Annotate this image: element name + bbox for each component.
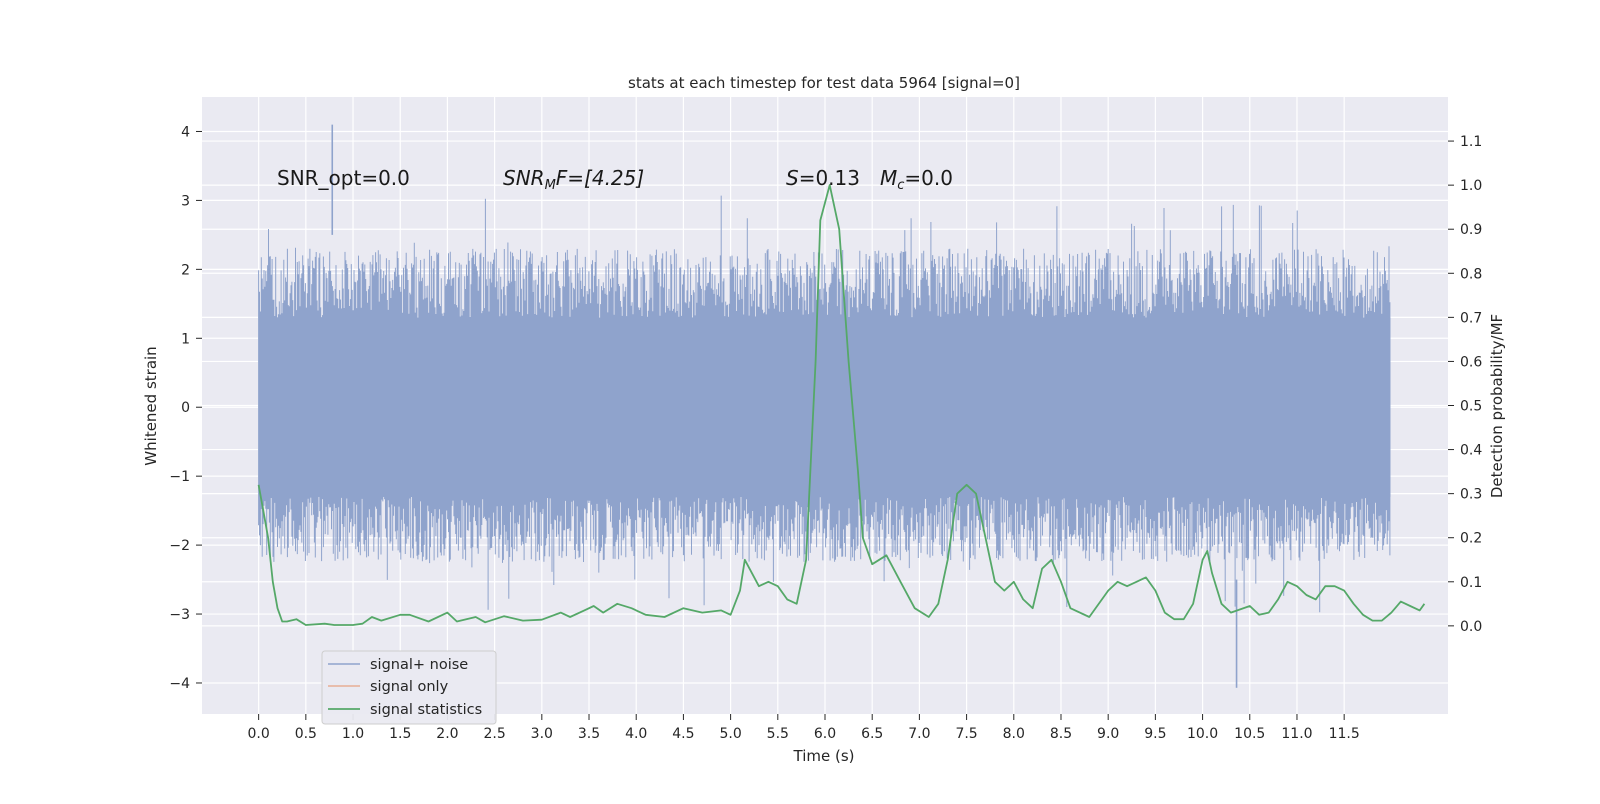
- x-tick-label: 3.5: [578, 726, 600, 742]
- x-tick-label: 9.5: [1144, 726, 1166, 742]
- x-tick-label: 0.5: [295, 726, 317, 742]
- y-tick-label: −2: [169, 538, 190, 554]
- legend-label-statistics: signal statistics: [370, 702, 482, 718]
- x-tick-label: 6.0: [814, 726, 836, 742]
- right-tick-label: 0.3: [1460, 487, 1482, 503]
- x-tick-label: 8.5: [1050, 726, 1072, 742]
- signal-statistics-line: [257, 184, 1426, 626]
- x-tick-label: 1.0: [342, 726, 364, 742]
- x-tick-label: 11.5: [1329, 726, 1360, 742]
- x-tick-label: 0.0: [248, 726, 270, 742]
- x-tick-label: 8.0: [1003, 726, 1025, 742]
- x-tick-label: 10.0: [1187, 726, 1218, 742]
- chart-title: stats at each timestep for test data 596…: [628, 74, 1020, 92]
- x-tick-label: 11.0: [1281, 726, 1312, 742]
- legend: signal+ noise signal only signal statist…: [321, 650, 497, 725]
- signal-plus-noise-series: [258, 124, 1391, 688]
- x-tick-label: 5.0: [719, 726, 741, 742]
- x-axis-label: Time (s): [793, 747, 855, 765]
- x-tick-label: 2.5: [483, 726, 505, 742]
- x-tick-label: 1.5: [389, 726, 411, 742]
- x-tick-label: 7.5: [955, 726, 977, 742]
- y-tick-label: 0: [181, 400, 190, 416]
- right-tick-label: 0.4: [1460, 443, 1482, 459]
- right-tick-label: 0.8: [1460, 266, 1482, 282]
- x-tick-label: 4.5: [672, 726, 694, 742]
- right-tick-label: 0.9: [1460, 222, 1482, 238]
- x-tick-label: 10.5: [1234, 726, 1265, 742]
- x-tick-label: 4.0: [625, 726, 647, 742]
- y-tick-label: −4: [169, 676, 190, 692]
- legend-box: [321, 650, 497, 725]
- right-tick-label: 0.0: [1460, 619, 1482, 635]
- s-annotation: S=0.13: [786, 166, 860, 190]
- signal-statistics-series: [257, 184, 1426, 626]
- x-tick-label: 2.0: [436, 726, 458, 742]
- x-tick-label: 7.0: [908, 726, 930, 742]
- y-axis-ticks: 4 3 2 1 0 −1 −2 −3 −4: [169, 124, 202, 692]
- legend-label-signal-only: signal only: [370, 679, 449, 695]
- right-tick-label: 0.1: [1460, 575, 1482, 591]
- right-tick-label: 0.2: [1460, 531, 1482, 547]
- right-tick-label: 0.6: [1460, 354, 1482, 370]
- y-tick-label: −3: [169, 607, 190, 623]
- x-tick-label: 9.0: [1097, 726, 1119, 742]
- right-y-axis-label: Detection probability/MF: [1488, 314, 1506, 498]
- snr-opt-annotation: SNR_opt=0.0: [277, 166, 410, 190]
- y-tick-label: 1: [181, 331, 190, 347]
- right-tick-label: 1.0: [1460, 178, 1482, 194]
- right-tick-label: 1.1: [1460, 134, 1482, 150]
- y-tick-label: 4: [181, 124, 190, 140]
- y-tick-label: 3: [181, 193, 190, 209]
- noise-trace: [258, 195, 1391, 613]
- x-axis-ticks: 0.0 0.5 1.0 1.5 2.0 2.5 3.0 3.5 4.0 4.5 5.0 5.5 6.0 6…: [248, 714, 1360, 742]
- y-tick-label: 2: [181, 262, 190, 278]
- y-axis-label: Whitened strain: [142, 346, 160, 465]
- right-axis-ticks: 1.1 1.0 0.9 0.8 0.7 0.6 0.5 0.4 0.3 0.2 0.1 0.0: [1448, 134, 1482, 635]
- right-tick-label: 0.7: [1460, 310, 1482, 326]
- mc-annotation: Mc=0.0: [880, 166, 953, 193]
- x-tick-label: 5.5: [767, 726, 789, 742]
- x-tick-label: 3.0: [531, 726, 553, 742]
- y-tick-label: −1: [169, 469, 190, 485]
- x-tick-label: 6.5: [861, 726, 883, 742]
- right-tick-label: 0.5: [1460, 399, 1482, 415]
- legend-label-noise: signal+ noise: [370, 657, 468, 673]
- snr-mf-annotation: SNRMF=[4.25]: [503, 166, 644, 193]
